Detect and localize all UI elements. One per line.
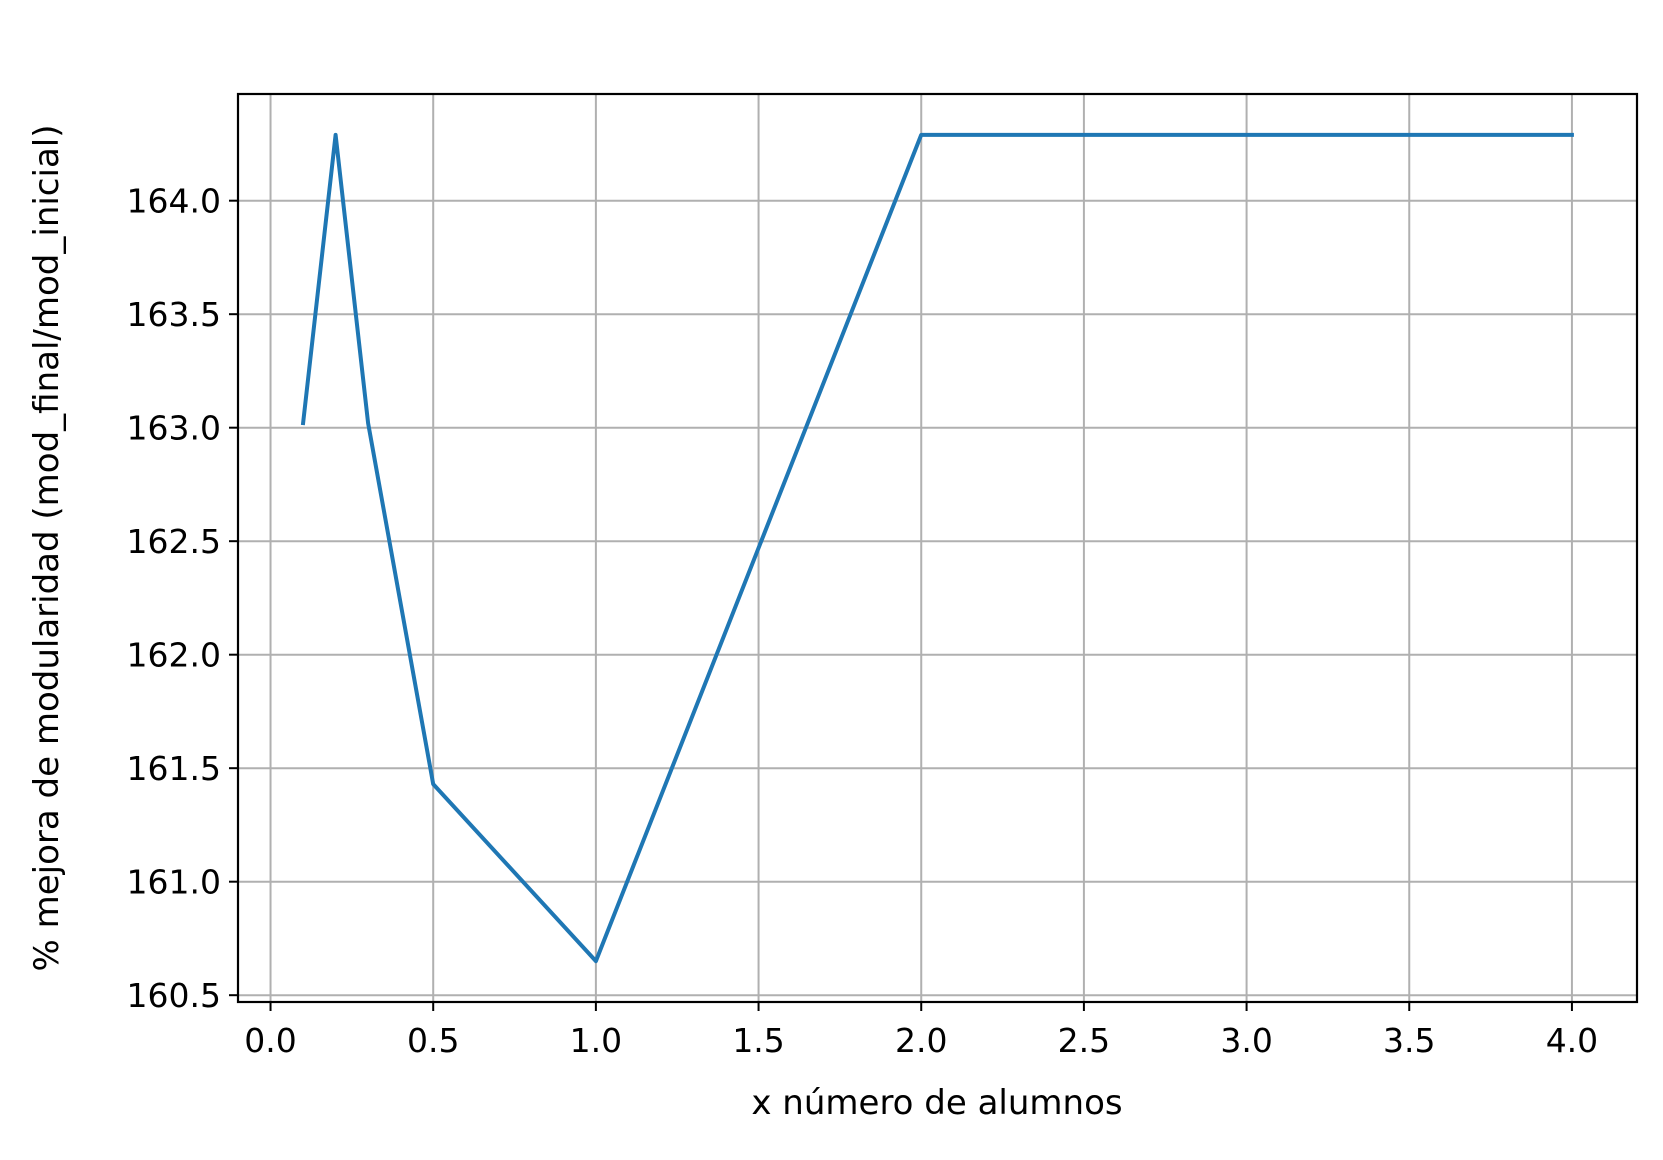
y-tick-label: 162.0 bbox=[127, 636, 221, 675]
y-tick-label: 161.0 bbox=[127, 863, 221, 902]
y-tick-label: 162.5 bbox=[127, 522, 221, 561]
x-tick-label: 4.0 bbox=[1546, 1021, 1598, 1060]
y-axis-label: % mejora de modularidad (mod_final/mod_i… bbox=[27, 125, 67, 972]
grid bbox=[238, 94, 1637, 1002]
x-tick-label: 1.0 bbox=[570, 1021, 622, 1060]
y-tick-label: 163.0 bbox=[127, 409, 221, 448]
plot-frame bbox=[236, 92, 1639, 1004]
series-line bbox=[300, 132, 1574, 964]
series-layer bbox=[300, 132, 1574, 964]
x-tick-label: 3.5 bbox=[1383, 1021, 1435, 1060]
y-tick-label: 163.5 bbox=[127, 295, 221, 334]
y-tick-label: 161.5 bbox=[127, 749, 221, 788]
x-tick-label: 2.5 bbox=[1058, 1021, 1110, 1060]
x-tick-label: 0.0 bbox=[244, 1021, 296, 1060]
y-tick-label: 164.0 bbox=[127, 182, 221, 221]
y-axis-ticks: 160.5 161.0 161.5 162.0 162.5 163.0 163.5 164.0 bbox=[127, 182, 238, 1015]
x-tick-label: 0.5 bbox=[407, 1021, 459, 1060]
x-tick-label: 2.0 bbox=[895, 1021, 947, 1060]
x-axis-label: x número de alumnos bbox=[751, 1083, 1122, 1123]
x-tick-label: 3.0 bbox=[1220, 1021, 1272, 1060]
y-tick-label: 160.5 bbox=[127, 976, 221, 1015]
x-tick-label: 1.5 bbox=[732, 1021, 784, 1060]
x-axis-ticks: 0.0 0.5 1.0 1.5 2.0 2.5 3.0 3.5 4.0 bbox=[244, 1002, 1598, 1060]
